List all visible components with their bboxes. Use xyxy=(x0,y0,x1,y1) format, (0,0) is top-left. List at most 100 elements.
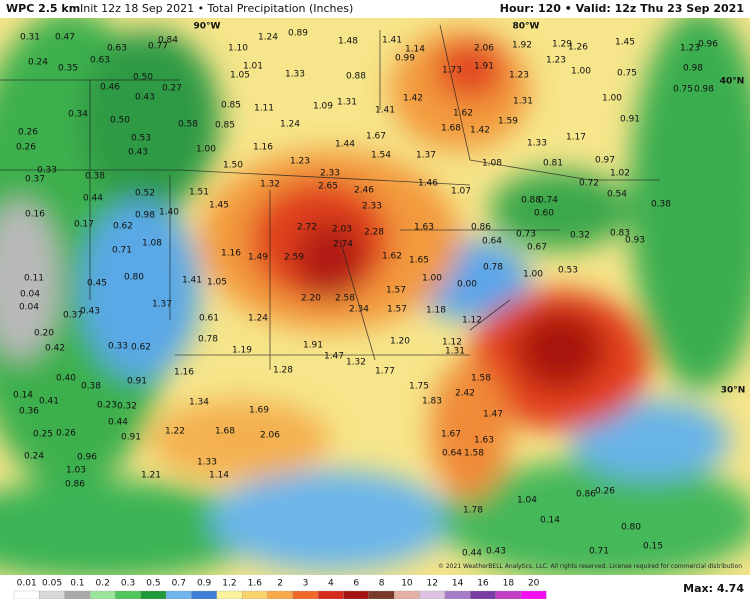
scale-label: 10 xyxy=(401,579,413,589)
station-value: 0.26 xyxy=(18,128,38,138)
scale-swatch xyxy=(318,590,344,599)
station-value: 0.62 xyxy=(113,222,133,232)
station-value: 0.53 xyxy=(558,266,578,276)
scale-swatch xyxy=(368,590,395,599)
station-value: 0.86 xyxy=(576,490,596,500)
station-value: 1.18 xyxy=(426,306,446,316)
scale-label: 4 xyxy=(328,579,334,589)
station-value: 1.58 xyxy=(471,374,491,384)
scale-swatch xyxy=(343,590,370,599)
station-value: 1.37 xyxy=(152,300,172,310)
station-value: 1.26 xyxy=(568,43,588,53)
station-value: 2.59 xyxy=(284,253,304,263)
station-value: 1.40 xyxy=(159,208,179,218)
max-value: Max: 4.74 xyxy=(683,582,744,595)
station-value: 1.08 xyxy=(482,159,502,169)
station-value: 0.27 xyxy=(162,84,182,94)
scale-swatch xyxy=(495,590,522,599)
station-value: 1.63 xyxy=(414,223,434,233)
model-name: WPC 2.5 km xyxy=(6,2,80,15)
scale-swatch xyxy=(520,590,547,599)
station-value: 1.12 xyxy=(442,338,462,348)
station-value: 0.75 xyxy=(673,85,693,95)
station-value: 0.64 xyxy=(482,237,502,247)
station-value: 0.32 xyxy=(570,231,590,241)
station-value: 1.54 xyxy=(371,151,391,161)
station-value: 0.98 xyxy=(135,211,155,221)
station-value: 0.46 xyxy=(100,83,120,93)
station-value: 1.77 xyxy=(375,367,395,377)
station-value: 0.72 xyxy=(579,179,599,189)
station-value: 1.00 xyxy=(523,270,543,280)
station-value: 0.43 xyxy=(128,148,148,158)
station-value: 2.65 xyxy=(318,182,338,192)
station-value: 1.57 xyxy=(387,305,407,315)
station-value: 2.06 xyxy=(474,44,494,54)
station-value: 0.99 xyxy=(395,54,415,64)
grid-label: 90°W xyxy=(194,22,221,32)
station-value: 1.44 xyxy=(335,140,355,150)
header-bar xyxy=(0,0,750,18)
station-value: 0.91 xyxy=(620,115,640,125)
station-value: 1.51 xyxy=(189,188,209,198)
station-value: 0.73 xyxy=(516,230,536,240)
scale-swatch xyxy=(165,590,192,599)
scale-label: 0.3 xyxy=(121,579,135,589)
station-value: 0.67 xyxy=(527,243,547,253)
station-value: 0.40 xyxy=(56,374,76,384)
scale-label: 20 xyxy=(528,579,540,589)
station-value: 1.33 xyxy=(527,139,547,149)
station-value: 0.04 xyxy=(19,303,39,313)
station-value: 0.50 xyxy=(133,73,153,83)
station-value: 0.17 xyxy=(74,220,94,230)
station-value: 0.50 xyxy=(110,116,130,126)
station-value: 1.47 xyxy=(324,352,344,362)
station-value: 1.69 xyxy=(249,406,269,416)
scale-label: 18 xyxy=(503,579,515,589)
station-value: 1.33 xyxy=(197,458,217,468)
station-value: 0.83 xyxy=(610,229,630,239)
station-value: 1.75 xyxy=(409,382,429,392)
station-value: 0.89 xyxy=(288,29,308,39)
station-value: 0.71 xyxy=(589,547,609,557)
scale-label: 0.2 xyxy=(96,579,110,589)
station-value: 2.28 xyxy=(364,228,384,238)
station-value: 1.68 xyxy=(441,124,461,134)
scale-swatch xyxy=(470,590,496,599)
station-value: 0.14 xyxy=(540,516,560,526)
station-value: 0.38 xyxy=(81,382,101,392)
station-value: 1.00 xyxy=(602,94,622,104)
station-value: 0.63 xyxy=(90,56,110,66)
station-value: 1.23 xyxy=(546,56,566,66)
scale-label: 2 xyxy=(277,579,283,589)
station-value: 0.25 xyxy=(33,430,53,440)
station-value: 0.75 xyxy=(617,69,637,79)
station-value: 1.92 xyxy=(512,41,532,51)
station-value: 0.41 xyxy=(39,397,59,407)
scale-swatch xyxy=(191,590,217,599)
station-value: 0.15 xyxy=(643,542,663,552)
station-value: 1.48 xyxy=(338,37,358,47)
station-value: 0.84 xyxy=(158,36,178,46)
station-value: 1.41 xyxy=(375,106,395,116)
station-value: 1.45 xyxy=(615,38,635,48)
scale-swatch xyxy=(292,590,319,599)
station-value: 0.96 xyxy=(698,40,718,50)
station-value: 2.46 xyxy=(354,186,374,196)
station-value: 1.62 xyxy=(382,252,402,262)
station-value: 1.22 xyxy=(165,427,185,437)
scale-label: 6 xyxy=(353,579,359,589)
station-value: 0.78 xyxy=(198,335,218,345)
grid-label: 30°N xyxy=(721,386,746,396)
station-value: 0.38 xyxy=(651,200,671,210)
station-value: 2.34 xyxy=(349,305,369,315)
station-value: 0.31 xyxy=(20,33,40,43)
station-value: 1.31 xyxy=(445,347,465,357)
station-value: 1.46 xyxy=(418,179,438,189)
scale-swatch xyxy=(267,590,294,599)
scale-swatch xyxy=(216,590,243,599)
scale-swatch xyxy=(394,590,420,599)
station-value: 1.67 xyxy=(441,430,461,440)
station-value: 0.44 xyxy=(108,418,128,428)
